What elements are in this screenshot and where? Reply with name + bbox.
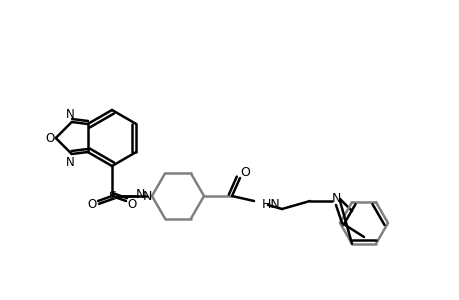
Text: N: N <box>135 188 145 202</box>
Text: N: N <box>65 107 74 121</box>
Text: O: O <box>87 199 96 212</box>
Text: S: S <box>108 190 116 202</box>
Text: O: O <box>45 131 54 145</box>
Text: HN: HN <box>262 197 280 211</box>
Text: O: O <box>127 199 136 212</box>
Text: N: N <box>65 155 74 169</box>
Text: N: N <box>330 193 340 206</box>
Text: N: N <box>142 190 151 202</box>
Text: O: O <box>240 167 249 179</box>
